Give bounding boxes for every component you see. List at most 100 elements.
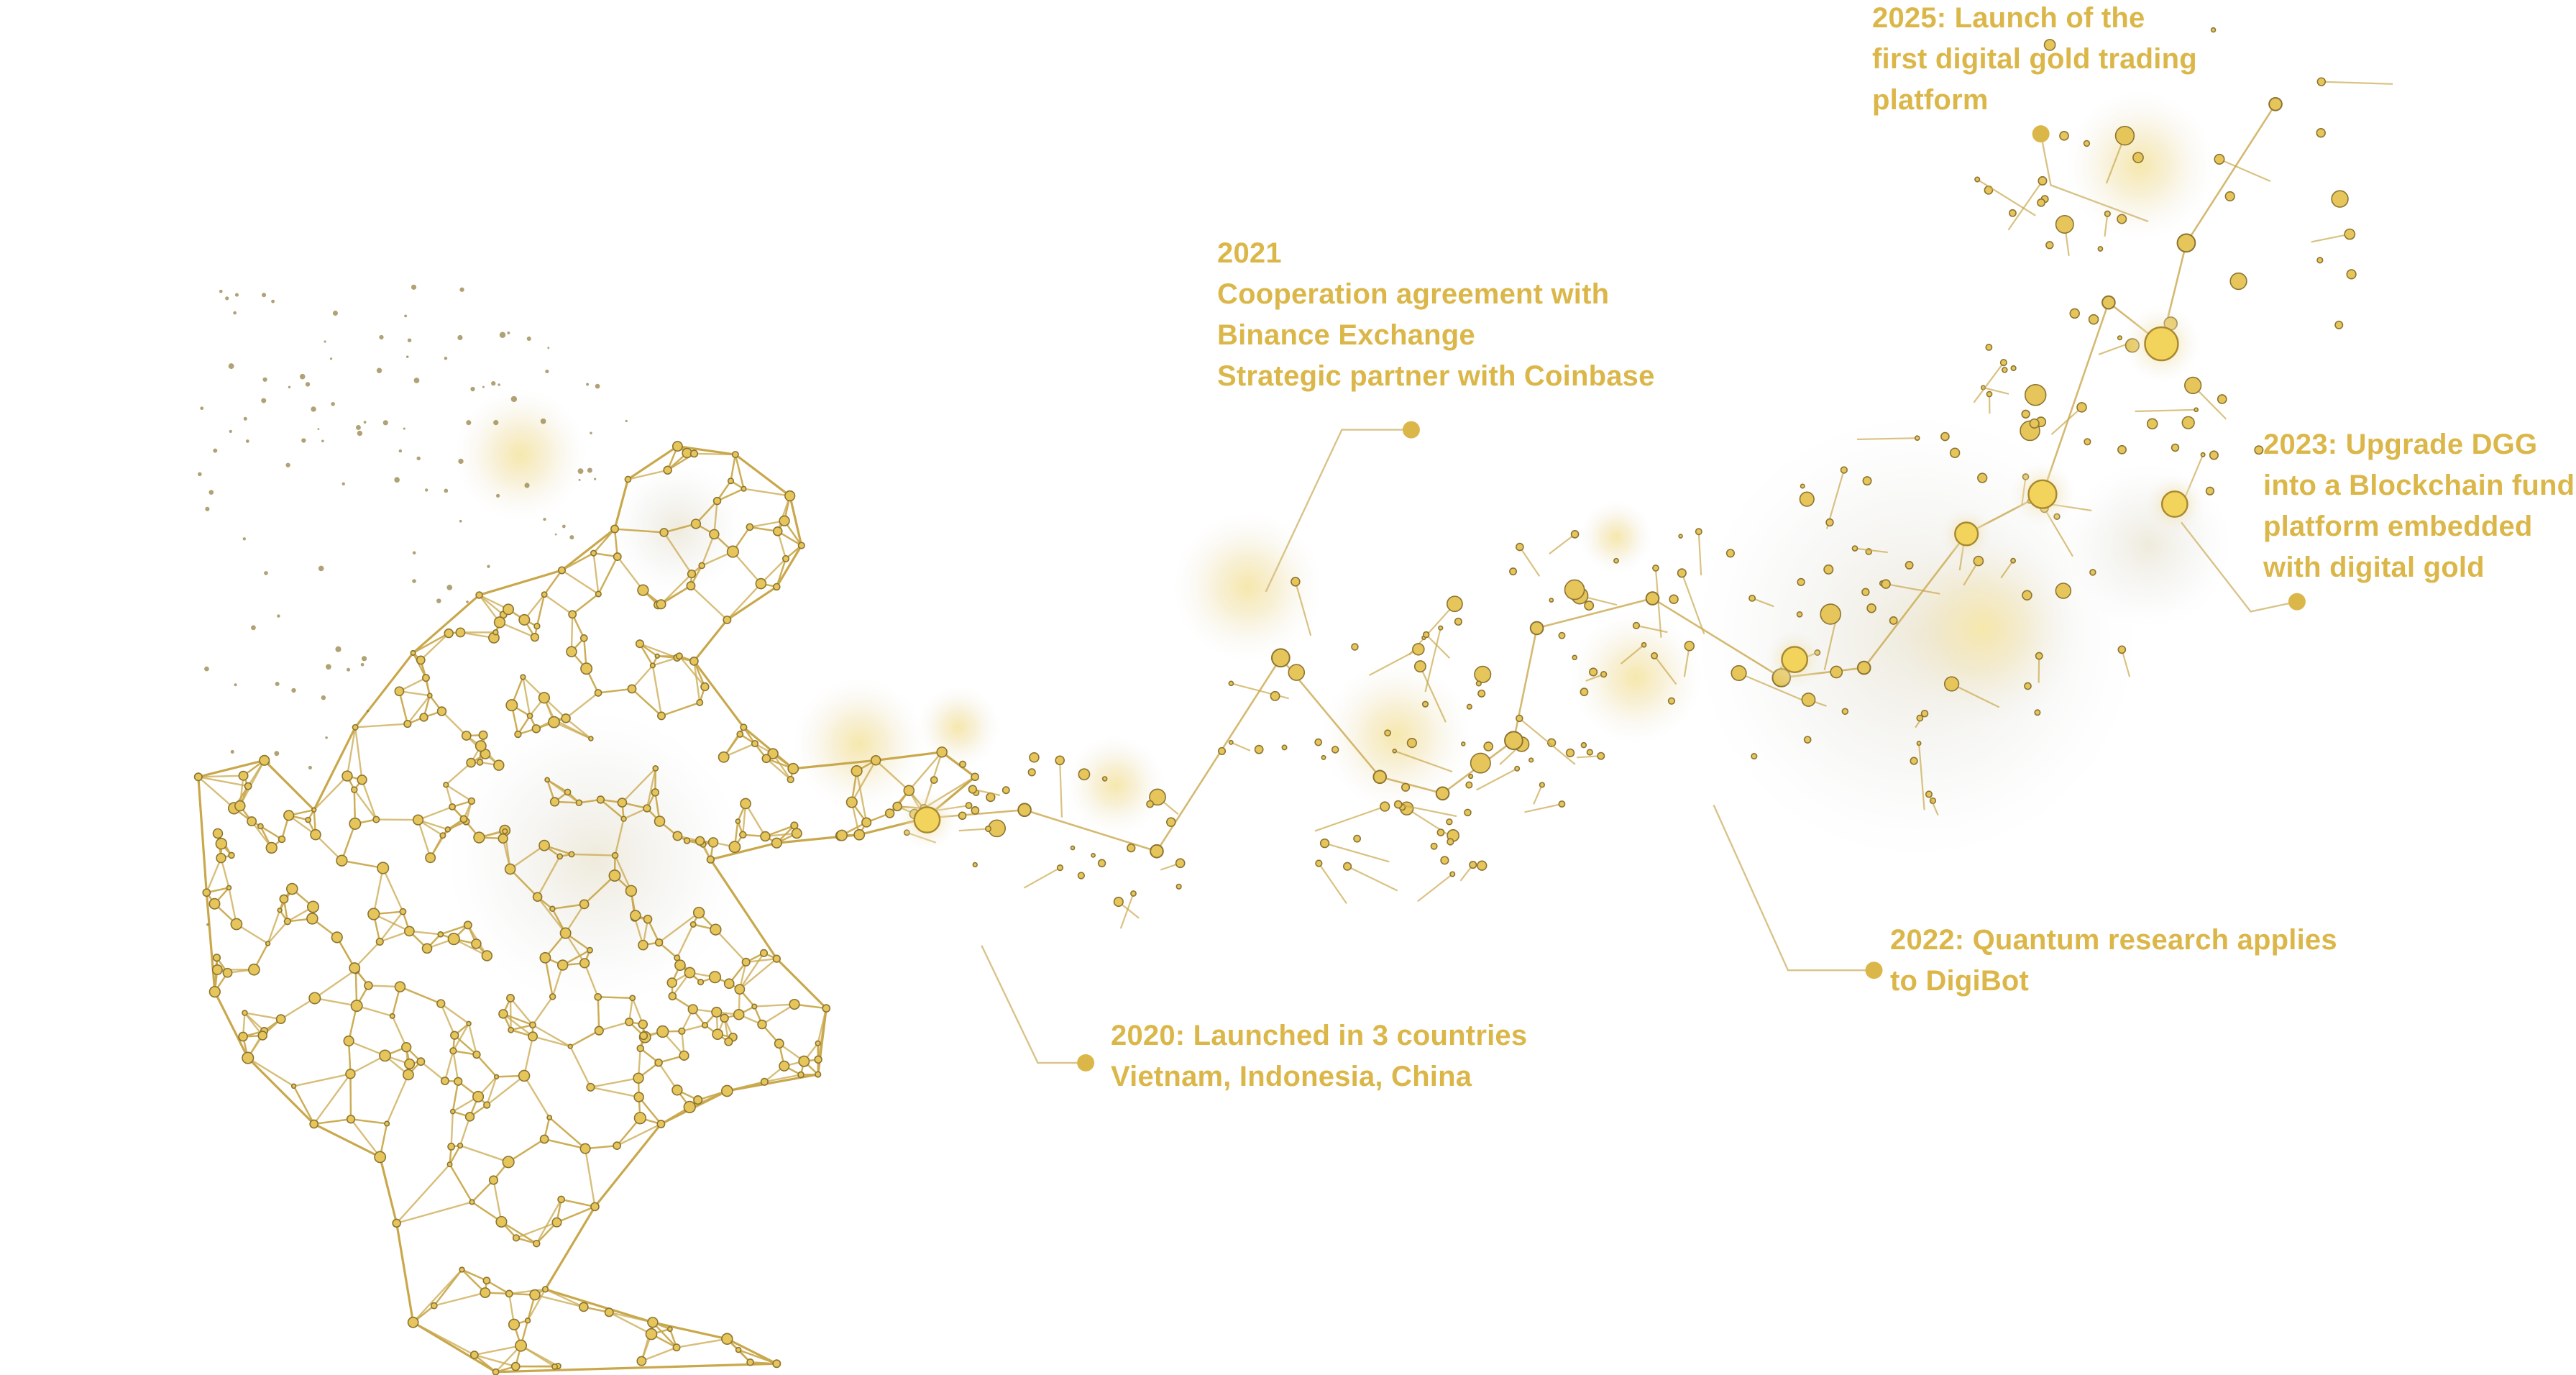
stream-node <box>2021 409 2030 419</box>
stream-node <box>1078 768 1091 781</box>
milestone-2025-line-1: 2025: Launch of the <box>1872 2 2145 34</box>
stream-node <box>1436 828 1445 836</box>
mesh-node <box>265 841 278 854</box>
mesh-node <box>247 816 257 827</box>
mesh-node <box>709 529 720 540</box>
stream-node <box>2045 241 2054 250</box>
stream-node <box>2200 452 2206 457</box>
mesh-node <box>306 900 319 913</box>
stream-node <box>1974 176 1981 183</box>
dust-particle <box>234 683 237 687</box>
mesh-node <box>767 748 779 759</box>
leader-lines <box>981 133 2298 1064</box>
mesh-node <box>731 451 739 459</box>
stream-node <box>1447 595 1463 613</box>
stream-node <box>2344 228 2356 240</box>
bright-node <box>913 806 941 833</box>
leader-line-2023 <box>2181 521 2298 613</box>
mesh-node <box>625 1017 634 1027</box>
stream-node <box>1528 757 1534 763</box>
mesh-node <box>814 1055 822 1064</box>
stream-node <box>1343 862 1352 871</box>
dust-particle <box>545 369 549 374</box>
stream-node <box>1070 845 1076 851</box>
stream-node <box>1516 714 1523 723</box>
stream-node <box>1613 557 1619 564</box>
dust-particle <box>271 299 275 303</box>
dust-particle <box>446 585 453 590</box>
mesh-node <box>651 788 660 797</box>
mesh-node <box>310 828 321 841</box>
dust-particle <box>379 334 384 340</box>
mesh-node <box>781 554 790 562</box>
stream-node <box>1796 611 1803 618</box>
stream-node <box>2097 246 2104 252</box>
mesh-node <box>596 795 605 804</box>
mesh-node <box>419 713 428 722</box>
dust-particle <box>363 421 367 424</box>
stream-node <box>1565 748 1575 758</box>
stream-node <box>1228 680 1234 687</box>
dust-particle <box>325 736 328 739</box>
mesh-node <box>466 757 476 768</box>
mesh-node <box>853 828 866 841</box>
mesh-node <box>746 523 754 531</box>
milestone-2023-line-3: platform embedded <box>2263 511 2533 542</box>
dust-particle <box>412 551 416 555</box>
mesh-node <box>567 1043 573 1049</box>
mesh-node <box>568 851 575 858</box>
mesh-node <box>787 775 794 784</box>
mesh-node <box>498 833 508 844</box>
mesh-node <box>645 1328 658 1340</box>
mesh-node <box>710 923 722 936</box>
dust-particle <box>487 565 490 568</box>
stream-node <box>1281 744 1288 751</box>
mesh-node <box>659 528 669 537</box>
mesh-node <box>556 853 564 860</box>
dust-particle <box>208 490 214 495</box>
dust-particle <box>206 923 209 926</box>
mesh-node <box>518 1069 531 1082</box>
stream-node <box>1799 491 1815 507</box>
mesh-node <box>502 1156 515 1169</box>
dust-particle <box>317 428 320 430</box>
mesh-node <box>208 985 221 998</box>
mesh-node <box>265 941 271 946</box>
mesh-node <box>656 599 666 610</box>
glow-blob <box>2066 462 2231 629</box>
milestone-2023-line-4: with digital gold <box>2263 552 2485 583</box>
mesh-node <box>510 1361 521 1371</box>
stream-node <box>1977 472 1988 483</box>
mesh-node <box>613 552 622 562</box>
mesh-node <box>541 591 548 598</box>
mesh-node <box>450 1031 459 1040</box>
mesh-node <box>436 999 446 1008</box>
mesh-node <box>402 1069 414 1081</box>
dust-particle <box>331 401 335 406</box>
mesh-node <box>488 1175 499 1185</box>
dust-particle <box>413 378 420 383</box>
milestone-2020: 2020: Launched in 3 countries Vietnam, I… <box>1111 1015 1527 1097</box>
mesh-node <box>797 542 805 549</box>
stream-node <box>1580 688 1589 697</box>
mesh-node <box>608 869 621 882</box>
mesh-node <box>357 775 367 785</box>
mesh-node <box>666 977 677 988</box>
dust-particle <box>394 477 400 483</box>
stream-node <box>2059 130 2069 141</box>
mesh-node <box>506 994 515 1002</box>
stream-node <box>2181 416 2195 429</box>
mesh-node <box>526 713 533 719</box>
mesh-node <box>533 623 541 630</box>
stream-node <box>1254 744 1264 754</box>
mesh-node <box>772 954 781 963</box>
mesh-node <box>480 1287 491 1299</box>
stream-node <box>1943 676 1960 692</box>
stream-node <box>1586 749 1593 756</box>
dust-particle <box>318 565 324 572</box>
leader-line-2022 <box>1713 804 1874 972</box>
stream-node <box>1889 616 1898 625</box>
mesh-node <box>384 1120 390 1127</box>
mesh-node <box>633 1112 646 1125</box>
mesh-node <box>638 1019 648 1030</box>
